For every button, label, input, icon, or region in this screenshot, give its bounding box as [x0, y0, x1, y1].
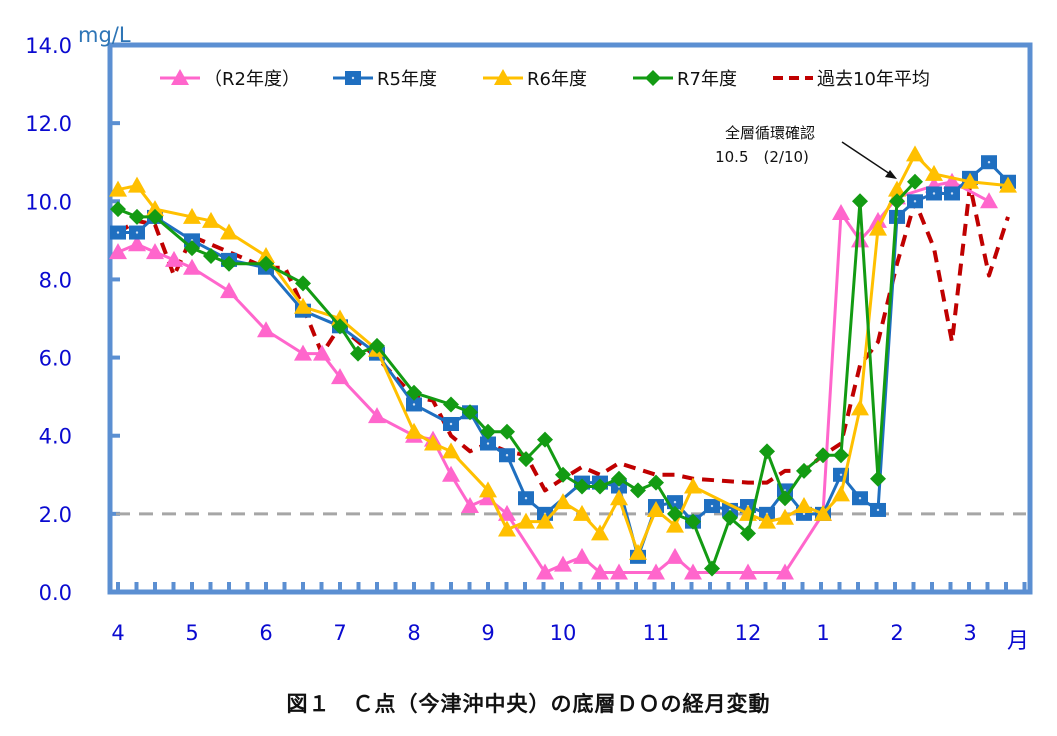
y-tick-label: 6.0 — [39, 347, 72, 371]
x-tick-label: 11 — [643, 621, 670, 645]
y-tick-label: 12.0 — [25, 112, 72, 136]
figure-caption: 図１ Ｃ点（今津沖中央）の底層ＤＯの経月変動 — [286, 692, 771, 716]
x-unit-label: 月 — [1007, 629, 1029, 654]
series-3 — [110, 173, 923, 577]
y-tick-label: 4.0 — [39, 425, 72, 449]
legend-item: R6年度 — [483, 69, 587, 90]
y-axis: 0.0 2.0 4.0 6.0 8.0 10.0 12.0 14.0 — [25, 34, 120, 605]
svg-text:R5年度: R5年度 — [377, 69, 437, 90]
annotation-value: 10.5 (2/10) — [715, 148, 809, 166]
y-unit-label: mg/L — [78, 23, 131, 47]
x-tick-label: 3 — [963, 621, 976, 645]
x-tick-label: 2 — [890, 621, 903, 645]
x-tick-label: 7 — [333, 621, 346, 645]
y-tick-label: 8.0 — [39, 268, 72, 292]
legend-item: R5年度 — [333, 69, 437, 90]
y-tick-label: 14.0 — [25, 34, 72, 58]
x-axis: 4 5 6 7 8 9 10 11 12 1 2 3 — [111, 582, 1027, 645]
svg-text:（R2年度）: （R2年度） — [204, 69, 300, 90]
y-tick-label: 2.0 — [39, 503, 72, 527]
series-2 — [109, 145, 1017, 560]
annotation-title: 全層循環確認 — [725, 124, 815, 142]
x-tick-label: 12 — [735, 621, 762, 645]
legend-item: R7年度 — [633, 69, 737, 90]
annotation-full-mixing: 全層循環確認 10.5 (2/10) — [715, 124, 897, 179]
legend: （R2年度） R5年度 R6年度 R7年度 過去10年平均 — [160, 69, 930, 90]
svg-text:R6年度: R6年度 — [527, 69, 587, 90]
y-tick-label: 10.0 — [25, 190, 72, 214]
x-tick-label: 10 — [550, 621, 577, 645]
plot-frame — [107, 42, 1033, 595]
svg-text:R7年度: R7年度 — [677, 69, 737, 90]
x-tick-label: 6 — [259, 621, 272, 645]
legend-item: （R2年度） — [160, 69, 300, 90]
x-tick-label: 1 — [816, 621, 829, 645]
x-tick-label: 8 — [407, 621, 420, 645]
x-tick-label: 9 — [481, 621, 494, 645]
svg-text:過去10年平均: 過去10年平均 — [817, 69, 930, 90]
x-tick-label: 4 — [111, 621, 124, 645]
data-series — [109, 145, 1017, 580]
y-tick-label: 0.0 — [39, 581, 72, 605]
series-4 — [116, 183, 1010, 493]
legend-item: 過去10年平均 — [773, 69, 930, 90]
x-tick-label: 5 — [185, 621, 198, 645]
